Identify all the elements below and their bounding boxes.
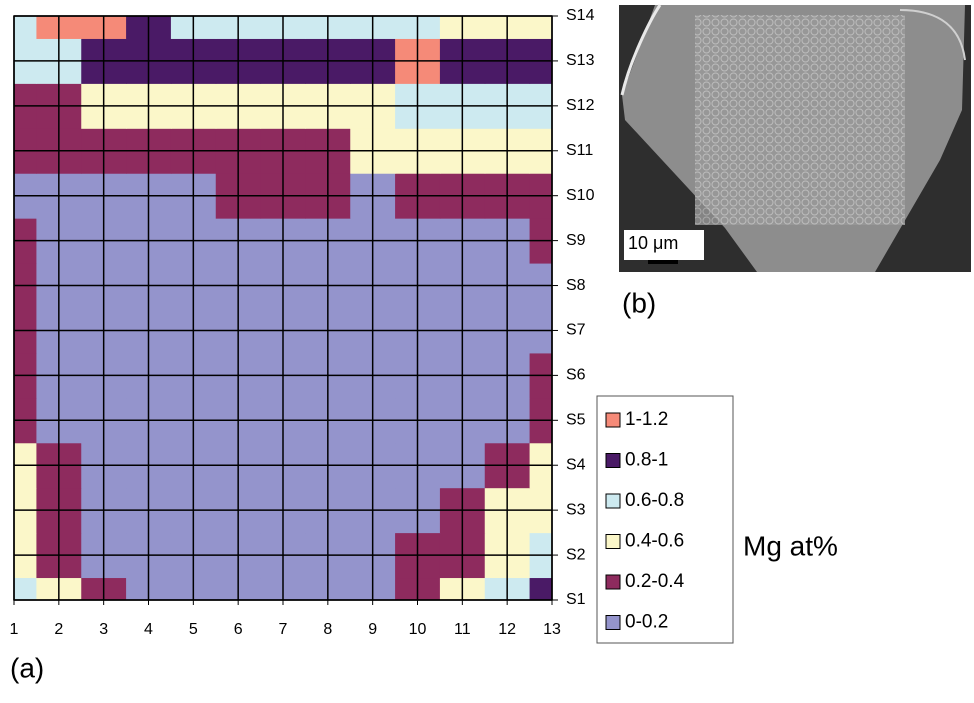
x-tick-label: 12	[498, 621, 516, 638]
x-tick-label: 7	[279, 621, 288, 638]
legend-swatch	[605, 574, 621, 590]
sem-image: 10 μm	[619, 4, 971, 272]
legend-label: 0.4-0.6	[625, 531, 684, 552]
y-tick-label: S10	[566, 187, 595, 204]
contour-cell	[529, 577, 552, 600]
y-tick-label: S4	[566, 456, 586, 473]
x-tick-label: 9	[368, 621, 377, 638]
legend-label: 0-0.2	[625, 612, 668, 633]
scale-bar-label: 10 μm	[628, 233, 678, 253]
legend-swatch	[605, 534, 621, 549]
legend-swatch	[605, 615, 621, 630]
x-tick-label: 2	[54, 621, 63, 638]
contour-cell	[14, 577, 37, 600]
y-tick-label: S5	[566, 412, 586, 429]
y-tick-label: S3	[566, 501, 586, 518]
legend-swatch	[605, 453, 621, 468]
labels: 1 2 3 4 5 6 7 8 9 10 11 12 13S1S2S3S4S5S6S7S8S9S10S1…	[10, 7, 595, 638]
contour-cell	[14, 16, 37, 39]
x-tick-label: 13	[543, 621, 561, 638]
panel-label: (a)	[10, 652, 44, 683]
legend-label: 0.8-1	[625, 450, 668, 471]
plot-frame	[13, 15, 553, 601]
x-tick-label: 8	[323, 621, 332, 638]
contour-cell	[529, 16, 552, 39]
y-tick-label: S13	[566, 52, 595, 69]
y-tick-label: S12	[566, 97, 595, 114]
legend-box	[596, 395, 734, 644]
x-tick-label: 5	[189, 621, 198, 638]
panel-label: (b)	[622, 287, 656, 318]
x-tick-label: 10	[409, 621, 427, 638]
x-tick-label: 6	[234, 621, 243, 638]
legend-label: 0.2-0.4	[625, 571, 685, 592]
contour-area	[14, 16, 552, 600]
legend-swatch	[605, 493, 621, 509]
legend-swatch	[605, 412, 621, 428]
x-tick-label: 1	[10, 621, 19, 638]
y-tick-label: S6	[566, 367, 586, 384]
x-tick-label: 4	[144, 621, 153, 638]
y-tick-label: S1	[566, 591, 586, 608]
y-tick-label: S2	[566, 546, 586, 563]
legend-title: Mg at%	[743, 530, 838, 561]
y-tick-label: S7	[566, 322, 586, 339]
y-tick-label: S11	[566, 142, 593, 159]
legend-label: 0.6-0.8	[625, 490, 684, 511]
grid	[13, 15, 558, 605]
x-tick-label: 11	[454, 621, 471, 638]
legend-label: 1-1.2	[625, 409, 668, 430]
y-tick-label: S8	[566, 277, 586, 294]
legend: 1-1.2 0.8-1 0.6-0.8 0.4-0.6 0.2-0.4 0-0.2	[605, 409, 685, 633]
x-tick-label: 3	[99, 621, 108, 638]
y-tick-label: S9	[566, 232, 586, 249]
y-tick-label: S14	[566, 7, 595, 24]
